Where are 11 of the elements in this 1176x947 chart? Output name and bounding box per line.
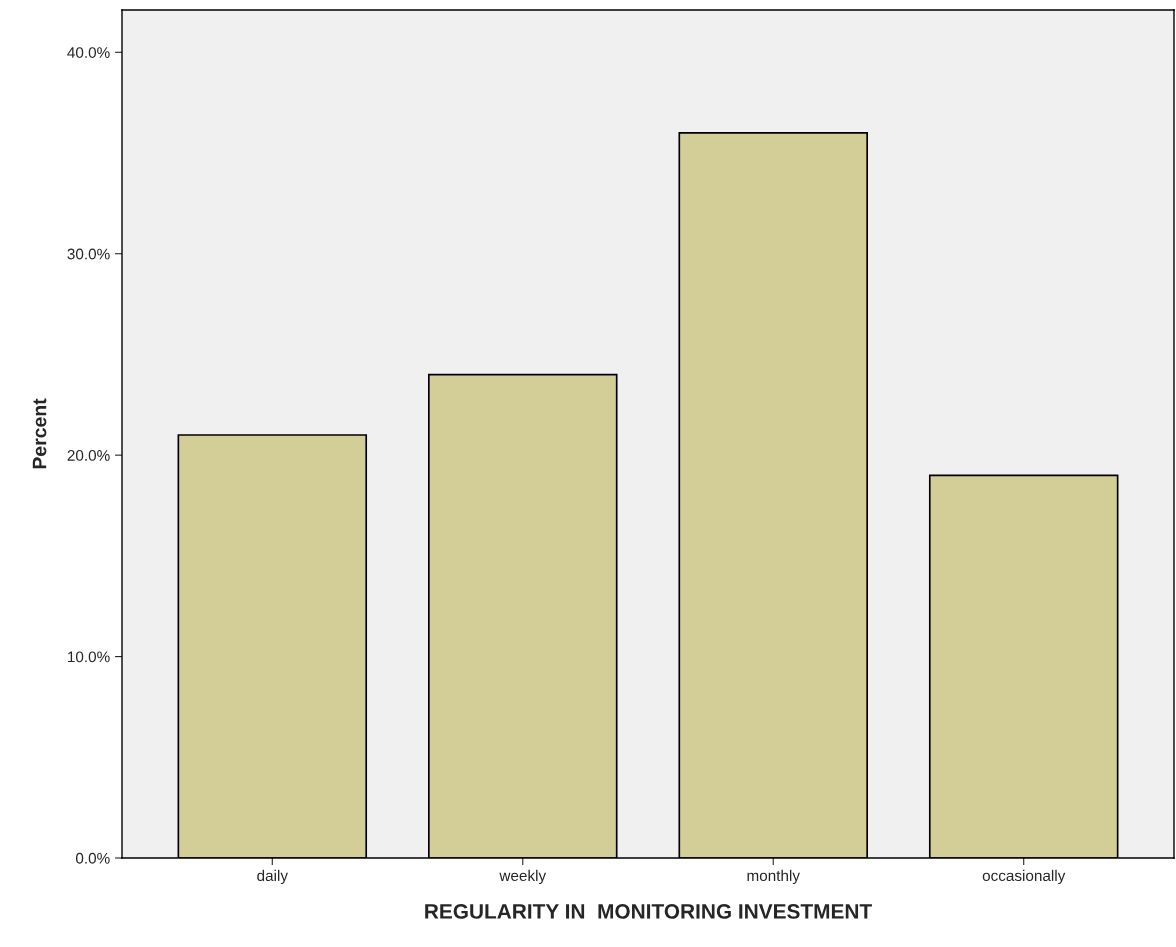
x-tick-label: occasionally (982, 869, 1066, 885)
y-tick-label: 0.0% (75, 852, 110, 864)
x-tick-label: daily (257, 869, 288, 885)
x-tick-label: weekly (499, 869, 547, 885)
y-tick-label: 30.0% (67, 248, 110, 260)
y-tick-label: 20.0% (67, 450, 110, 461)
x-tick-label: monthly (747, 869, 800, 885)
y-tick-label: 10.0% (68, 651, 110, 663)
y-tick-label: 40.0% (67, 47, 110, 58)
y-axis-title: Percent (32, 398, 47, 469)
x-axis-title: REGULARITY IN MONITORING INVESTMENT (425, 904, 872, 919)
